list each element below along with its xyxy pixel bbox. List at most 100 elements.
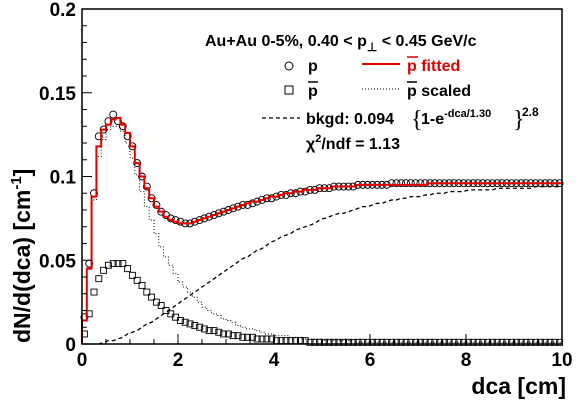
pbar-point bbox=[431, 338, 439, 346]
p-point bbox=[195, 216, 204, 225]
legend-header-sub: ⊥ bbox=[367, 40, 377, 54]
p-point bbox=[397, 179, 406, 188]
x-tick-label: 10 bbox=[551, 350, 572, 371]
pbar-point bbox=[344, 338, 352, 346]
pbar-point bbox=[541, 338, 549, 346]
p-point bbox=[219, 207, 228, 216]
pbar-point bbox=[508, 338, 516, 346]
pbar-point bbox=[95, 275, 103, 283]
legend-pbar-scaled-word: scaled bbox=[417, 83, 471, 100]
pbar-point bbox=[320, 338, 328, 346]
y-tick-label: 0.2 bbox=[50, 0, 76, 21]
x-tick-label: 2 bbox=[173, 350, 184, 371]
pbar-point bbox=[234, 332, 242, 340]
pbar-point bbox=[450, 338, 458, 346]
p-point bbox=[234, 202, 242, 211]
pbar-point bbox=[268, 335, 276, 343]
pbar-point bbox=[316, 338, 324, 346]
pbar-point bbox=[138, 281, 146, 289]
pbar-point bbox=[522, 338, 530, 346]
pbar-point bbox=[474, 338, 482, 346]
y-tick-label: 0.1 bbox=[50, 168, 77, 189]
pbar-point bbox=[512, 338, 520, 346]
legend-header-part2: < 0.45 GeV/c bbox=[377, 33, 476, 50]
p-point bbox=[229, 204, 238, 213]
plot-area bbox=[80, 110, 564, 346]
pbar-point bbox=[335, 338, 343, 346]
pbar-point bbox=[128, 271, 136, 279]
y-axis-title-sup: -1 bbox=[8, 176, 25, 189]
pbar-point bbox=[239, 333, 247, 341]
p-point bbox=[133, 159, 142, 168]
pbar-point bbox=[306, 338, 314, 346]
p-point bbox=[262, 194, 271, 203]
pbar-point bbox=[402, 338, 410, 346]
p-point bbox=[387, 179, 396, 188]
pbar-point bbox=[354, 338, 362, 346]
pbar-point bbox=[191, 322, 199, 330]
legend-chi2-rest: /ndf = 1.13 bbox=[321, 136, 400, 153]
pbar-point bbox=[373, 338, 381, 346]
axes-group: 0 2 4 6 8 10 0 0.05 0.1 0.15 0.2 bbox=[39, 0, 573, 371]
pbar-point bbox=[109, 260, 117, 268]
legend-chi2: χ2/ndf = 1.13 bbox=[306, 133, 400, 153]
pbar-point bbox=[527, 338, 535, 346]
p-point bbox=[205, 212, 214, 221]
p-point bbox=[94, 132, 103, 141]
pbar-point bbox=[436, 338, 444, 346]
pbar-point bbox=[532, 338, 540, 346]
pbar-point bbox=[330, 338, 338, 346]
legend-pbar-label: p bbox=[308, 83, 318, 100]
pbar-point bbox=[215, 328, 223, 336]
legend-bkgd-label: bkgd: 0.094 bbox=[306, 111, 394, 128]
pbar-point bbox=[157, 302, 165, 309]
pbar-point bbox=[368, 338, 376, 346]
p-point bbox=[138, 172, 146, 181]
legend-chi2-sup: 2 bbox=[315, 133, 321, 145]
pbar-point bbox=[104, 261, 112, 269]
p-point bbox=[200, 214, 209, 223]
pbar-point bbox=[469, 338, 477, 346]
pbar-point bbox=[340, 338, 348, 346]
pbar-point bbox=[119, 260, 127, 268]
legend-bkgd-close-brace: } bbox=[513, 107, 525, 133]
pbar-point bbox=[445, 338, 453, 346]
pbar-point bbox=[124, 265, 132, 273]
legend-p-marker bbox=[284, 61, 294, 71]
p-point bbox=[128, 142, 137, 151]
legend-bkgd-power: 2.8 bbox=[522, 105, 539, 119]
pbar-point bbox=[397, 338, 405, 346]
pbar-point bbox=[311, 338, 319, 346]
legend-bkgd-prefix: bkgd: 0.094 bbox=[306, 111, 394, 128]
legend-header: Au+Au 0-5%, 0.40 < p⊥ < 0.45 GeV/c bbox=[205, 33, 477, 54]
legend-bkgd-body: 1-e-dca/1.30 bbox=[421, 108, 491, 128]
pbar-point bbox=[503, 338, 511, 346]
legend-bkgd-body-text: 1-e bbox=[421, 111, 444, 128]
pbar-point bbox=[210, 327, 218, 335]
p-point bbox=[258, 195, 266, 204]
p-point bbox=[166, 214, 175, 223]
p-point bbox=[99, 125, 108, 134]
pbar-point bbox=[224, 330, 232, 338]
pbar-point bbox=[90, 288, 98, 296]
pbar-point bbox=[498, 338, 506, 346]
y-axis-title-end: ] bbox=[9, 169, 35, 177]
x-tick-label: 4 bbox=[269, 350, 280, 371]
p-point bbox=[224, 206, 233, 214]
p-point bbox=[411, 179, 420, 188]
y-axis-title: dN/d(dca) [cm-1] bbox=[8, 169, 35, 343]
pbar-point bbox=[426, 338, 434, 346]
pbar-point bbox=[325, 338, 333, 346]
y-tick-label: 0 bbox=[65, 335, 76, 356]
pbar-point bbox=[205, 327, 213, 335]
pbar-point bbox=[460, 338, 468, 346]
p-point bbox=[152, 201, 161, 209]
legend-bkgd-open-brace: { bbox=[411, 107, 423, 133]
y-axis-title-main: dN/d(dca) [cm bbox=[9, 190, 35, 343]
pbar-point bbox=[181, 318, 189, 326]
pbar-point bbox=[196, 323, 204, 331]
pbar-point bbox=[407, 338, 415, 346]
pbar-point bbox=[186, 320, 194, 328]
p-point bbox=[277, 190, 286, 199]
